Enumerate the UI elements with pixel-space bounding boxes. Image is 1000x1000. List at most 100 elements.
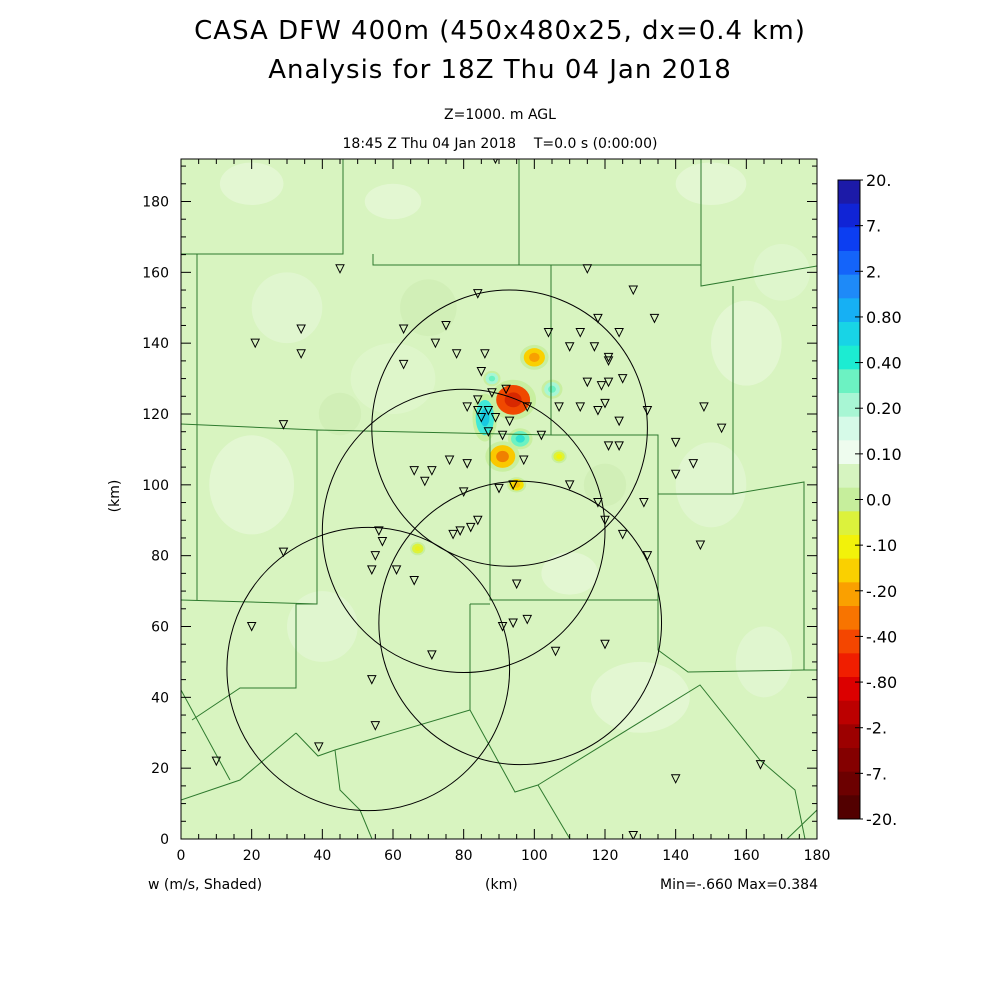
station-marker [593, 498, 603, 508]
min-max-label: Min=-.660 Max=0.384 [660, 877, 818, 893]
station-marker [278, 547, 289, 558]
station-marker [377, 537, 388, 547]
station-marker [511, 579, 522, 590]
colorbar-swatch [838, 369, 860, 394]
colorbar-label: -.20 [866, 582, 897, 601]
station-marker [419, 476, 430, 487]
colorbar-label: 7. [866, 217, 881, 236]
y-tick-label: 80 [151, 549, 169, 565]
radar-coverage-rings [226, 289, 663, 812]
station-marker [642, 551, 653, 561]
station-marker [600, 639, 610, 650]
colorbar-label: -.80 [866, 673, 897, 692]
station-marker [522, 402, 533, 413]
station-marker [603, 356, 614, 366]
station-marker [246, 622, 257, 632]
anomaly-core [556, 454, 562, 459]
station-marker [451, 349, 462, 359]
colorbar-swatch [838, 724, 860, 749]
station-marker [628, 285, 639, 296]
field-patch [318, 392, 362, 436]
station-marker [564, 480, 575, 490]
station-marker [593, 405, 603, 416]
station-marker [600, 515, 610, 526]
field-label: w (m/s, Shaded) [148, 877, 263, 893]
county-boundaries [181, 159, 817, 839]
colorbar-swatch [838, 393, 860, 418]
colorbar-label: -.10 [866, 536, 897, 555]
field-patches [209, 162, 810, 733]
radar-ring [226, 526, 511, 812]
station-marker [483, 427, 494, 437]
station-marker [575, 402, 586, 413]
station-marker [458, 487, 469, 498]
station-marker [430, 338, 441, 349]
x-tick-label: 160 [733, 848, 760, 864]
station-marker [497, 622, 508, 632]
y-tick-label: 100 [142, 478, 169, 494]
x-tick-label: 40 [313, 848, 331, 864]
plot-area [181, 159, 817, 839]
station-marker [313, 742, 324, 753]
anomaly-core [529, 352, 540, 362]
field-patch [287, 591, 358, 662]
field-patch [541, 552, 598, 595]
station-marker [462, 402, 473, 413]
anomaly-core [414, 546, 421, 552]
station-marker [695, 540, 706, 551]
station-marker [614, 328, 624, 338]
colorbar-swatch [838, 298, 860, 323]
station-marker [370, 721, 381, 731]
colorbar-swatch [838, 440, 860, 465]
field-patch [735, 626, 793, 698]
station-marker [564, 342, 575, 352]
station-marker [476, 367, 487, 377]
station-marker [639, 498, 649, 508]
radar-ring [378, 480, 663, 766]
field-patch [350, 343, 436, 415]
station-marker [366, 565, 377, 575]
station-marker [642, 405, 653, 416]
station-marker [278, 420, 289, 430]
field-patch [675, 442, 747, 528]
anomaly-core [504, 392, 522, 408]
anomaly-core [488, 375, 496, 382]
colorbar-label: 0.80 [866, 308, 902, 327]
station-marker [593, 313, 603, 324]
level-label: Z=1000. m AGL [444, 107, 556, 123]
colorbar-swatch [838, 274, 860, 299]
colorbar-swatch [838, 464, 860, 489]
colorbar-swatch [838, 416, 860, 441]
station-marker [508, 618, 518, 629]
colorbar-label: -7. [866, 764, 887, 783]
station-marker [617, 529, 628, 540]
field-patch [251, 272, 323, 344]
station-marker [614, 416, 624, 427]
field-patch [364, 183, 422, 220]
station-marker [391, 565, 402, 575]
station-marker [448, 529, 458, 540]
x-tick-label: 60 [384, 848, 402, 864]
anomaly-core [548, 385, 556, 393]
station-marker [472, 289, 483, 299]
colorbar-swatch [838, 677, 860, 702]
y-tick-label: 180 [142, 195, 169, 211]
colorbar-swatch [838, 558, 860, 583]
station-marker [670, 774, 681, 784]
station-marker [409, 575, 420, 586]
y-tick-label: 120 [142, 407, 169, 423]
station-marker [603, 377, 614, 388]
colorbar-swatch [838, 795, 860, 820]
field-patch [219, 162, 284, 206]
station-marker [543, 328, 554, 338]
station-marker [582, 264, 593, 274]
anomaly-core [515, 434, 525, 443]
colorbar-swatch [838, 345, 860, 370]
station-marker [494, 483, 504, 494]
colorbar-swatch [838, 511, 860, 536]
x-tick-label: 80 [455, 848, 473, 864]
x-tick-label: 140 [662, 848, 689, 864]
station-marker [582, 377, 593, 388]
colorbar-swatch [838, 322, 860, 347]
colorbar-swatch [838, 771, 860, 796]
